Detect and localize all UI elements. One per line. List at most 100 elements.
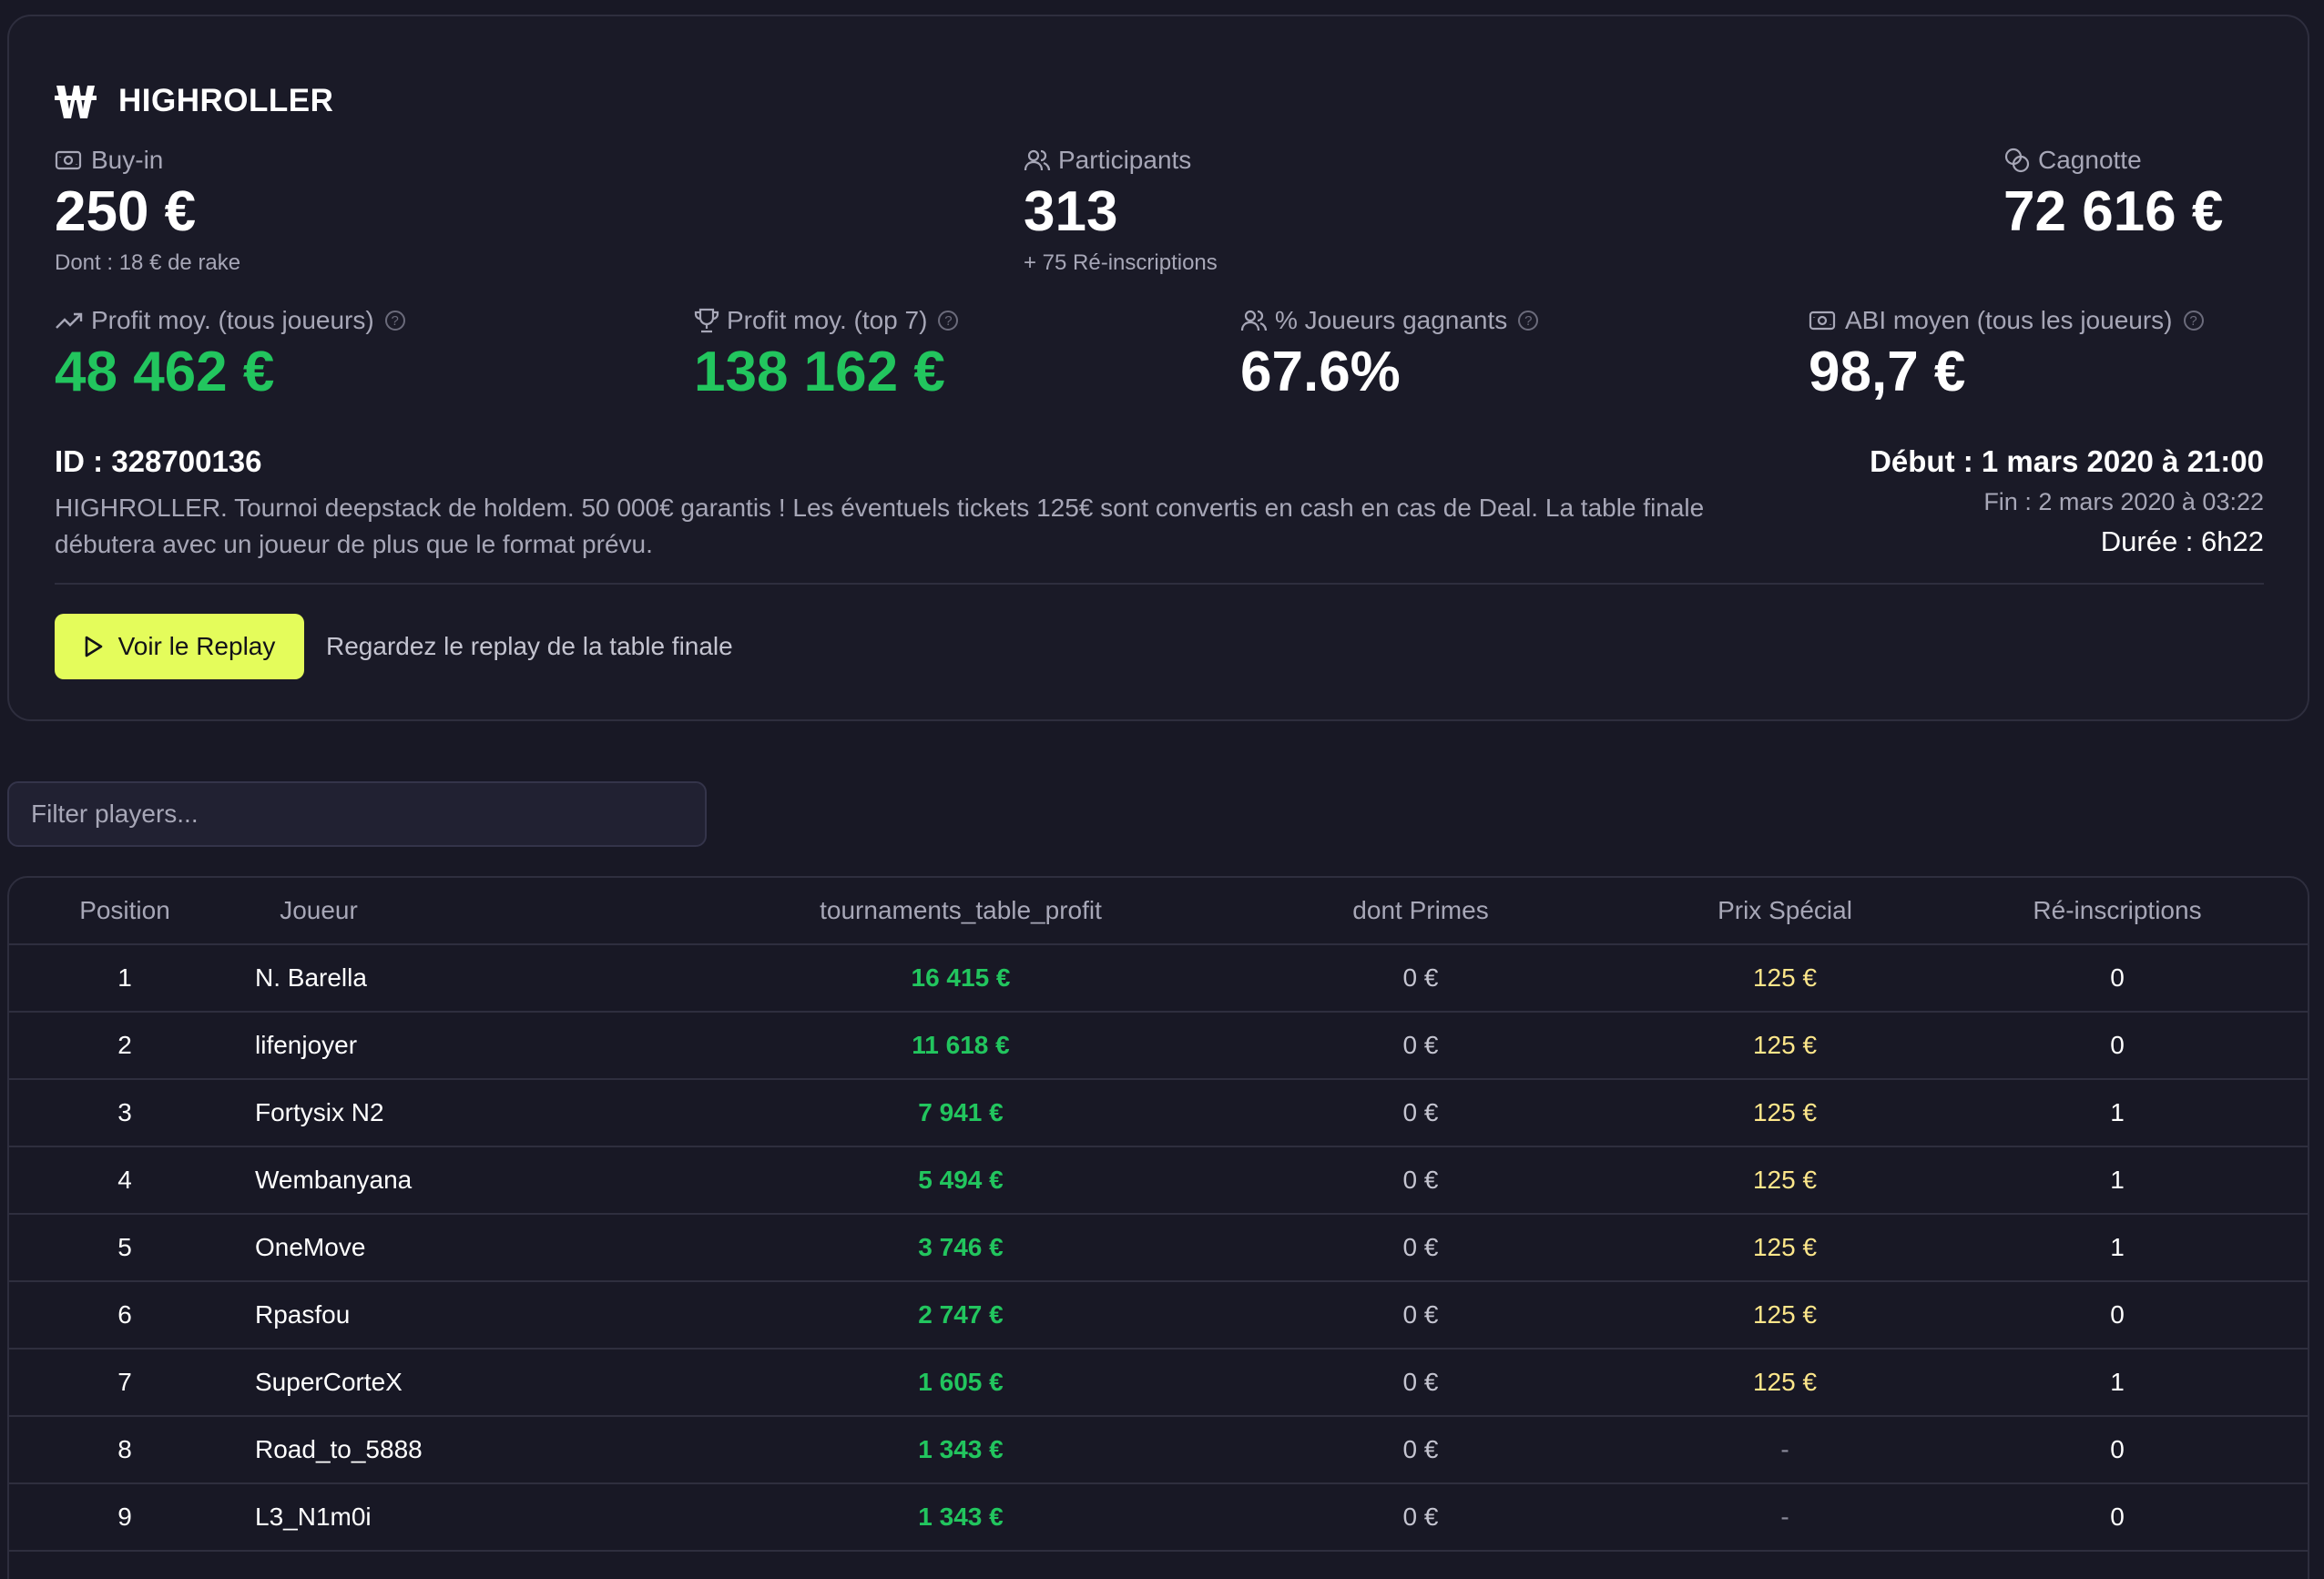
help-icon[interactable]: ? [2183,311,2204,331]
stat-profit-top: Profit moy. (top 7) ? 138 162 € [694,306,959,402]
table-row[interactable]: 5 OneMove 3 746 € 0 € 125 € 1 [9,1215,2308,1282]
tournament-info: ID : 328700136 HIGHROLLER. Tournoi deeps… [55,444,1803,563]
stat-profit-all-value: 48 462 € [55,341,275,403]
row-player[interactable]: N. Barella [255,963,367,992]
row-player[interactable]: L3_N1m0i [255,1503,372,1531]
tournament-start: Début : 1 mars 2020 à 21:00 [1870,444,2264,478]
row-primes: 0 € [1402,1166,1439,1194]
row-player[interactable]: Wembanyana [255,1166,413,1194]
users-icon [1240,310,1268,331]
row-player[interactable]: Road_to_5888 [255,1435,423,1463]
tournament-name: HIGHROLLER [118,83,334,118]
table-row[interactable]: 1 N. Barella 16 415 € 0 € 125 € 0 [9,945,2308,1013]
row-player[interactable]: lifenjoyer [255,1031,358,1059]
stat-profit-all-label: Profit moy. (tous joueurs) [91,306,374,334]
stat-winners: % Joueurs gagnants ? 67.6% [1240,306,1539,402]
tournament-id: ID : 328700136 [55,444,262,478]
stat-buyin: Buy-in 250 € Dont : 18 € de rake [55,146,240,276]
row-reentries: 0 [2110,1300,2125,1329]
row-player[interactable]: Fortysix N2 [255,1098,384,1126]
row-reentries: 0 [2110,1031,2125,1059]
stat-abi: ABI moyen (tous les joueurs) ? 98,7 € [1809,306,2204,402]
table-row[interactable]: 2 lifenjoyer 11 618 € 0 € 125 € 0 [9,1013,2308,1080]
stat-abi-label: ABI moyen (tous les joueurs) [1845,306,2173,334]
row-profit: 16 415 € [911,963,1011,992]
row-profit: 5 494 € [918,1166,1004,1194]
row-profit: 1 343 € [918,1503,1004,1531]
stat-profit-all: Profit moy. (tous joueurs) ? 48 462 € [55,306,405,402]
replay-hint: Regardez le replay de la table finale [326,632,733,660]
winamax-logo-icon [55,86,97,118]
row-primes: 0 € [1402,1368,1439,1396]
row-profit: 1 343 € [918,1435,1004,1463]
stat-participants-label: Participants [1058,146,1192,174]
stat-buyin-label: Buy-in [91,146,164,174]
row-position: 8 [117,1435,132,1463]
row-position: 9 [117,1503,132,1531]
stat-buyin-value: 250 € [55,180,197,243]
table-row[interactable]: 6 Rpasfou 2 747 € 0 € 125 € 0 [9,1282,2308,1350]
stat-winners-label: % Joueurs gagnants [1275,306,1508,334]
ticket-euro-icon [1809,311,1836,331]
row-primes: 0 € [1402,1031,1439,1059]
help-icon[interactable]: ? [1518,311,1539,331]
row-special-prize: 125 € [1752,1098,1818,1126]
row-position: 7 [117,1368,132,1396]
row-profit: 1 605 € [918,1368,1004,1396]
row-reentries: 1 [2110,1368,2125,1396]
table-row[interactable]: 7 SuperCorteX 1 605 € 0 € 125 € 1 [9,1350,2308,1417]
row-reentries: 1 [2110,1233,2125,1261]
row-primes: 0 € [1402,963,1439,992]
column-header-primes[interactable]: dont Primes [1352,896,1489,924]
row-profit: 3 746 € [918,1233,1004,1261]
replay-button-label: Voir le Replay [117,632,276,660]
replay-button[interactable]: Voir le Replay [55,614,304,679]
row-player[interactable]: SuperCorteX [255,1368,403,1396]
stat-participants: Participants 313 + 75 Ré-inscriptions [1024,146,1218,276]
row-primes: 0 € [1402,1435,1439,1463]
row-special-prize: 125 € [1752,1233,1818,1261]
column-header-special-prize[interactable]: Prix Spécial [1718,896,1852,924]
table-row[interactable]: 9 L3_N1m0i 1 343 € 0 € - 0 [9,1484,2308,1552]
stat-participants-value: 313 [1024,180,1118,243]
help-icon[interactable]: ? [384,311,405,331]
stat-reentries: + 75 Ré-inscriptions [1024,250,1218,276]
stat-cagnotte-value: 72 616 € [2003,180,2224,243]
row-position: 6 [117,1300,132,1329]
column-header-player[interactable]: Joueur [280,896,358,924]
stat-cagnotte-label: Cagnotte [2038,146,2142,174]
row-primes: 0 € [1402,1098,1439,1126]
table-header-row: Position Joueur tournaments_table_profit… [9,878,2308,945]
column-header-position[interactable]: Position [79,896,170,924]
row-profit: 7 941 € [918,1098,1004,1126]
row-primes: 0 € [1402,1233,1439,1261]
row-position: 2 [117,1031,132,1059]
filter-players-input[interactable] [7,781,707,847]
table-row[interactable]: 8 Road_to_5888 1 343 € 0 € - 0 [9,1417,2308,1484]
stat-buyin-rake: Dont : 18 € de rake [55,250,241,276]
row-player[interactable]: OneMove [255,1233,366,1261]
row-primes: 0 € [1402,1300,1439,1329]
row-special-prize: - [1780,1435,1789,1463]
row-player[interactable]: Rpasfou [255,1300,351,1329]
help-icon[interactable]: ? [938,311,959,331]
row-reentries: 0 [2110,963,2125,992]
table-row[interactable]: 3 Fortysix N2 7 941 € 0 € 125 € 1 [9,1080,2308,1147]
stat-profit-top-label: Profit moy. (top 7) [727,306,928,334]
row-position: 4 [117,1166,132,1194]
row-reentries: 1 [2110,1098,2125,1126]
coins-icon [2004,148,2030,173]
ticket-euro-icon [55,150,82,170]
row-special-prize: 125 € [1752,963,1818,992]
tournament-description: HIGHROLLER. Tournoi deepstack de holdem.… [55,494,1705,558]
stat-abi-value: 98,7 € [1809,341,1966,403]
row-special-prize: 125 € [1752,1166,1818,1194]
column-header-reentries[interactable]: Ré-inscriptions [2033,896,2202,924]
row-position: 5 [117,1233,132,1261]
table-row[interactable]: 4 Wembanyana 5 494 € 0 € 125 € 1 [9,1147,2308,1215]
row-profit: 2 747 € [918,1300,1004,1329]
column-header-profit[interactable]: tournaments_table_profit [820,896,1102,924]
row-special-prize: 125 € [1752,1368,1818,1396]
row-special-prize: - [1780,1503,1789,1531]
